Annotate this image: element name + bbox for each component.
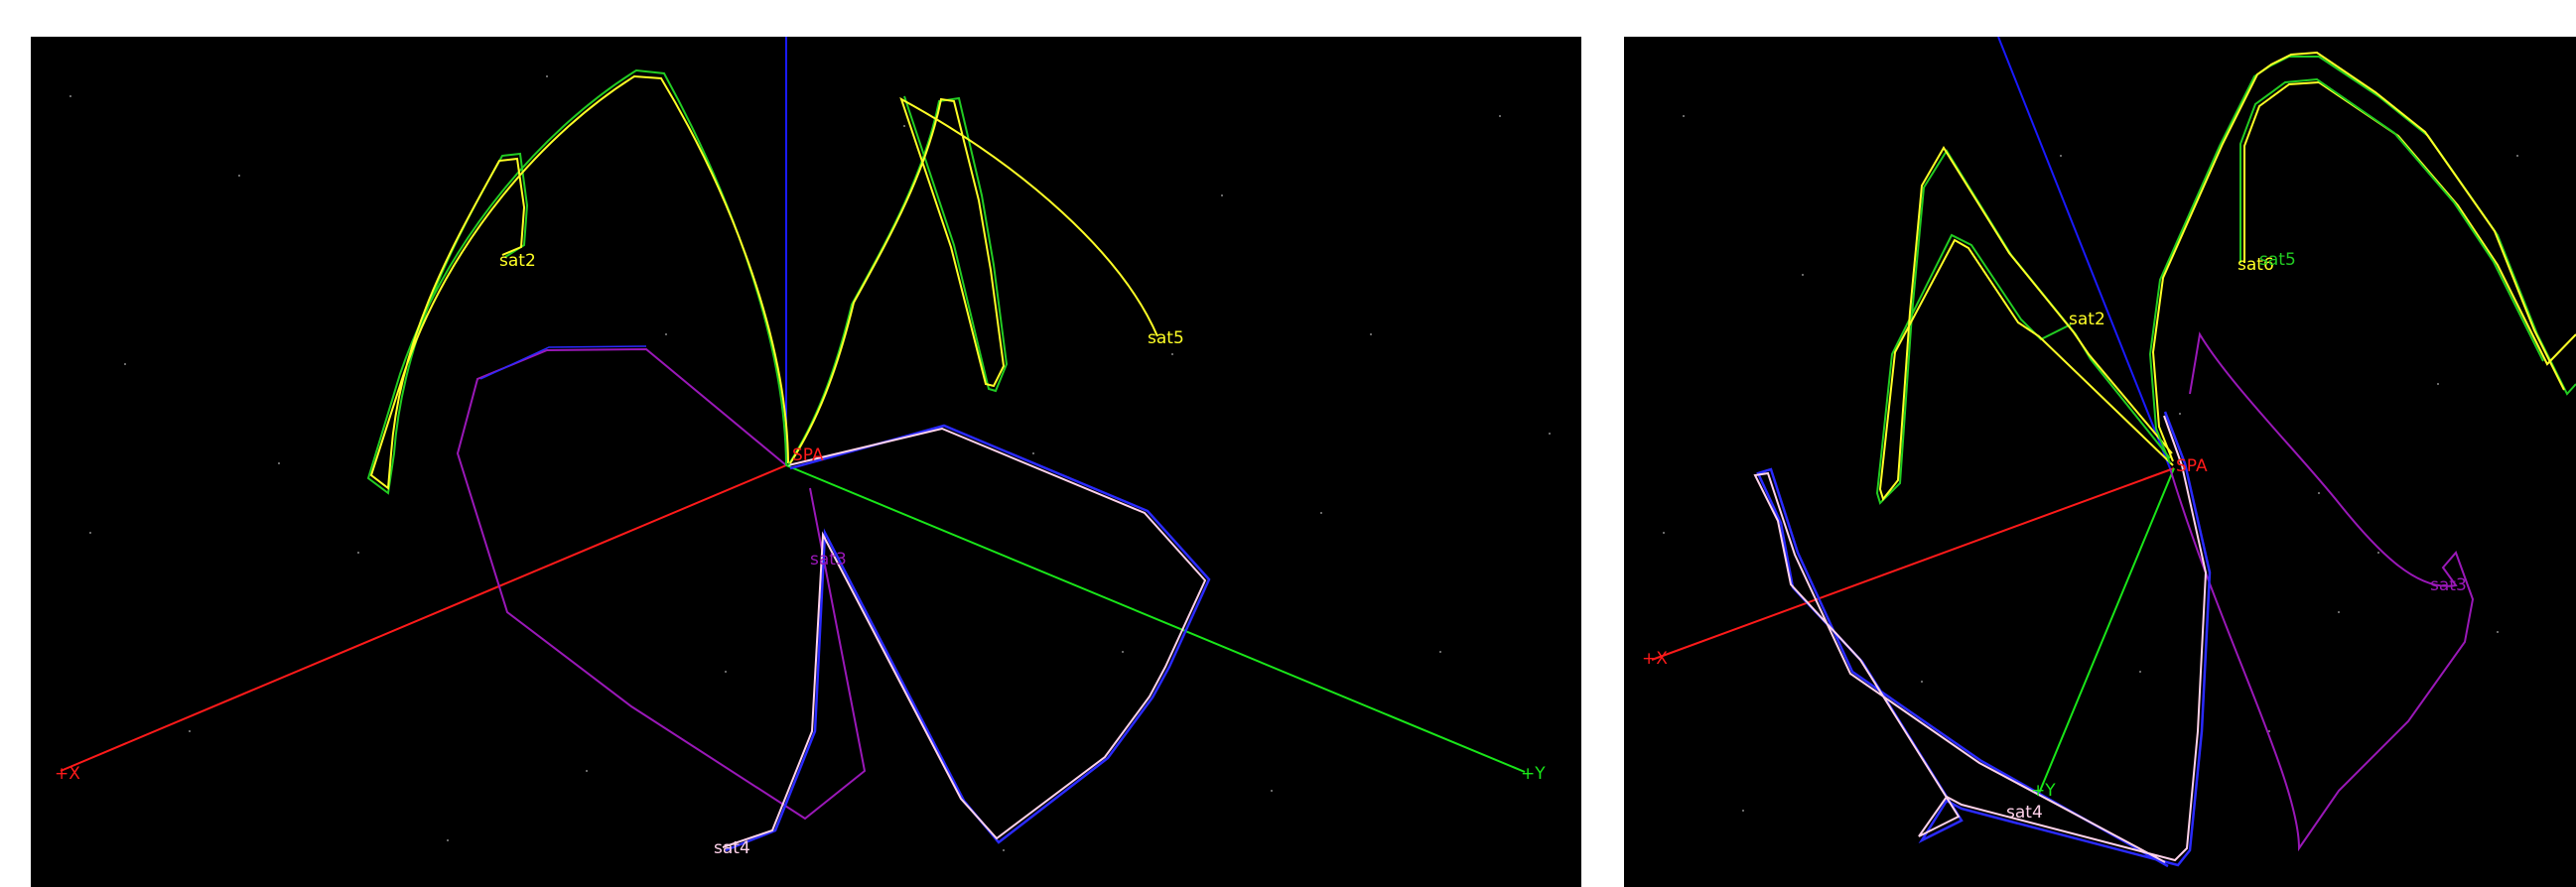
origin-label: SPA bbox=[792, 445, 824, 465]
starfield bbox=[69, 75, 1551, 851]
starfield bbox=[1663, 115, 2518, 812]
sat5-orbit-green bbox=[2148, 56, 2576, 464]
scene-canvas-left: SPA +X +Y sat2 sat5 sat3 sat4 bbox=[55, 37, 1551, 858]
sat3-label: sat3 bbox=[810, 550, 847, 570]
y-axis-line bbox=[2037, 467, 2175, 797]
sat4-label: sat4 bbox=[714, 838, 750, 858]
x-axis-label: +X bbox=[55, 764, 80, 784]
y-axis-label: +Y bbox=[2031, 781, 2056, 801]
sat6-orbit-green bbox=[2239, 77, 2544, 362]
y-axis-line bbox=[785, 464, 1526, 773]
sat3-orbit bbox=[456, 347, 867, 821]
sat4-label: sat4 bbox=[2006, 803, 2043, 823]
z-axis-line bbox=[1997, 37, 2171, 469]
sat5-orbit-green bbox=[787, 95, 1009, 466]
sat3-orbit-shadow bbox=[479, 345, 647, 380]
sat4-orbit-shadow bbox=[1756, 411, 2212, 868]
sat6-label: sat6 bbox=[2237, 255, 2274, 275]
orbit-view-left[interactable]: SPA +X +Y sat2 sat5 sat3 sat4 bbox=[31, 37, 1581, 887]
sat3-label: sat3 bbox=[2430, 575, 2467, 595]
sat5-label: sat5 bbox=[2259, 250, 2296, 270]
sat2-label: sat2 bbox=[499, 251, 536, 271]
sat5-orbit-yellow bbox=[789, 96, 1158, 464]
sat4-orbit bbox=[1753, 415, 2208, 863]
sat6-orbit bbox=[2243, 80, 2576, 366]
origin-label: SPA bbox=[2176, 456, 2208, 476]
sat5-label: sat5 bbox=[1148, 328, 1184, 348]
orbit-view-right[interactable]: SPA +X +Y sat2 sat6 sat5 sat3 sat4 bbox=[1624, 37, 2576, 887]
y-axis-label: +Y bbox=[1521, 764, 1546, 784]
sat2-label: sat2 bbox=[2069, 310, 2105, 329]
sat4-orbit-shadow bbox=[725, 424, 1211, 852]
sat3-orbit bbox=[2169, 331, 2475, 852]
x-axis-line bbox=[60, 464, 787, 772]
sat2-orbit-yellow bbox=[1878, 146, 2174, 502]
sat2-orbit-green bbox=[366, 68, 787, 495]
sat5-orbit-yellow bbox=[2151, 51, 2565, 462]
x-axis-line bbox=[1651, 467, 2175, 661]
x-axis-label: +X bbox=[1642, 649, 1668, 669]
scene-canvas-right: SPA +X +Y sat2 sat6 sat5 sat3 sat4 bbox=[1642, 37, 2576, 868]
sat4-orbit bbox=[722, 427, 1207, 848]
sat2-orbit-yellow bbox=[369, 74, 789, 490]
